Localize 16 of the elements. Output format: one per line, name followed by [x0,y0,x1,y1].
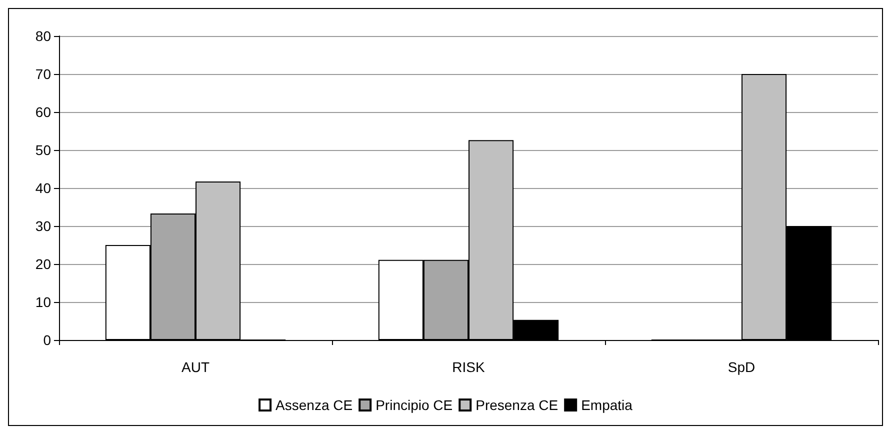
y-tick-label: 80 [35,28,52,44]
x-tick-label: RISK [452,359,486,375]
y-tick-label: 30 [35,218,52,234]
y-tick-label: 0 [43,332,52,348]
y-tick-label: 70 [35,66,52,82]
y-tick-label: 20 [35,256,52,272]
y-tick-label: 40 [35,180,52,196]
x-tick-label: AUT [182,359,210,375]
y-tick-label: 10 [35,294,52,310]
y-tick-label: 60 [35,104,52,120]
x-tick-label: SpD [728,359,756,375]
legend-label: Principio CE [376,397,453,413]
legend-label: Empatia [581,397,633,413]
legend-label: Presenza CE [476,397,558,413]
y-tick-label: 50 [35,142,52,158]
legend-label: Assenza CE [276,397,353,413]
